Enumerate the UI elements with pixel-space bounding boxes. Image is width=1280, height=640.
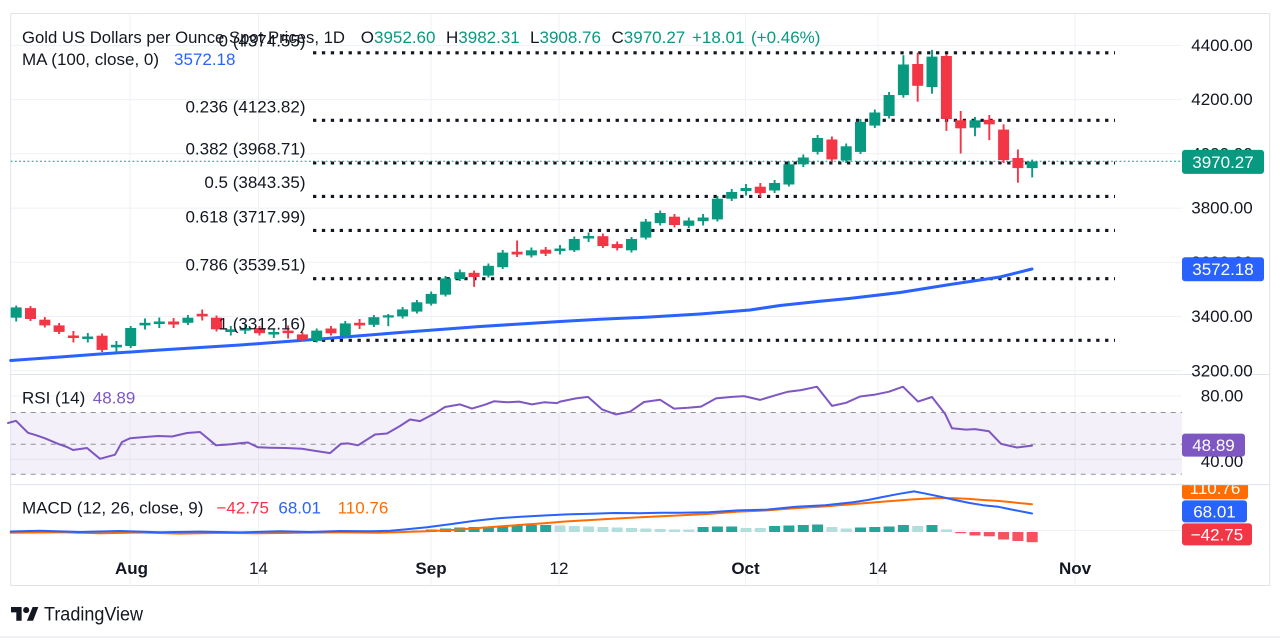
svg-text:3952.60: 3952.60 (374, 28, 435, 47)
svg-text:MA (100, close, 0): MA (100, close, 0) (22, 50, 159, 69)
svg-text:3572.18: 3572.18 (174, 50, 235, 69)
svg-text:68.01: 68.01 (278, 499, 321, 518)
svg-text:68.01: 68.01 (1193, 502, 1236, 521)
svg-text:14: 14 (869, 559, 888, 578)
svg-text:12: 12 (550, 559, 569, 578)
svg-text:O: O (361, 28, 374, 47)
svg-text:3572.18: 3572.18 (1192, 260, 1253, 279)
svg-text:−42.75: −42.75 (217, 499, 269, 518)
svg-text:Oct: Oct (731, 559, 760, 578)
svg-text:TradingView: TradingView (44, 605, 143, 626)
svg-text:3200.00: 3200.00 (1191, 361, 1252, 380)
svg-text:−42.75: −42.75 (1191, 525, 1243, 544)
svg-text:MACD (12, 26, close, 9): MACD (12, 26, close, 9) (22, 499, 203, 518)
svg-text:Nov: Nov (1059, 559, 1092, 578)
svg-text:H: H (446, 28, 458, 47)
svg-text:3970.27: 3970.27 (624, 28, 685, 47)
svg-text:48.89: 48.89 (93, 389, 136, 408)
svg-text:3982.31: 3982.31 (458, 28, 519, 47)
svg-text:0.5 (3843.35): 0.5 (3843.35) (204, 173, 305, 192)
svg-text:C: C (612, 28, 624, 47)
svg-text:(+0.46%): (+0.46%) (751, 28, 820, 47)
svg-text:48.89: 48.89 (1192, 436, 1235, 455)
svg-text:Aug: Aug (115, 559, 148, 578)
svg-text:RSI (14): RSI (14) (22, 389, 85, 408)
svg-text:40.00: 40.00 (1201, 452, 1244, 471)
svg-text:1 (3312.16): 1 (3312.16) (219, 315, 306, 334)
svg-text:0.786 (3539.51): 0.786 (3539.51) (185, 256, 305, 275)
svg-text:L: L (530, 28, 539, 47)
svg-text:110.76: 110.76 (338, 499, 389, 518)
svg-text:14: 14 (249, 559, 268, 578)
svg-text:0.236 (4123.82): 0.236 (4123.82) (185, 98, 305, 117)
svg-text:Sep: Sep (415, 559, 446, 578)
svg-text:4200.00: 4200.00 (1191, 90, 1252, 109)
svg-text:3800.00: 3800.00 (1191, 199, 1252, 218)
svg-text:3908.76: 3908.76 (540, 28, 601, 47)
svg-text:3400.00: 3400.00 (1191, 307, 1252, 326)
svg-text:110.76: 110.76 (1190, 479, 1241, 498)
svg-text:0.618 (3717.99): 0.618 (3717.99) (185, 208, 305, 227)
svg-text:4400.00: 4400.00 (1191, 36, 1252, 55)
svg-text:0.382 (3968.71): 0.382 (3968.71) (185, 140, 305, 159)
svg-text:0 (4374.55): 0 (4374.55) (219, 32, 306, 51)
svg-text:+18.01: +18.01 (692, 28, 744, 47)
svg-text:80.00: 80.00 (1201, 387, 1244, 406)
svg-text:Gold US Dollars per Ounce Spot: Gold US Dollars per Ounce Spot Prices, 1… (22, 28, 345, 47)
svg-text:3970.27: 3970.27 (1192, 153, 1253, 172)
